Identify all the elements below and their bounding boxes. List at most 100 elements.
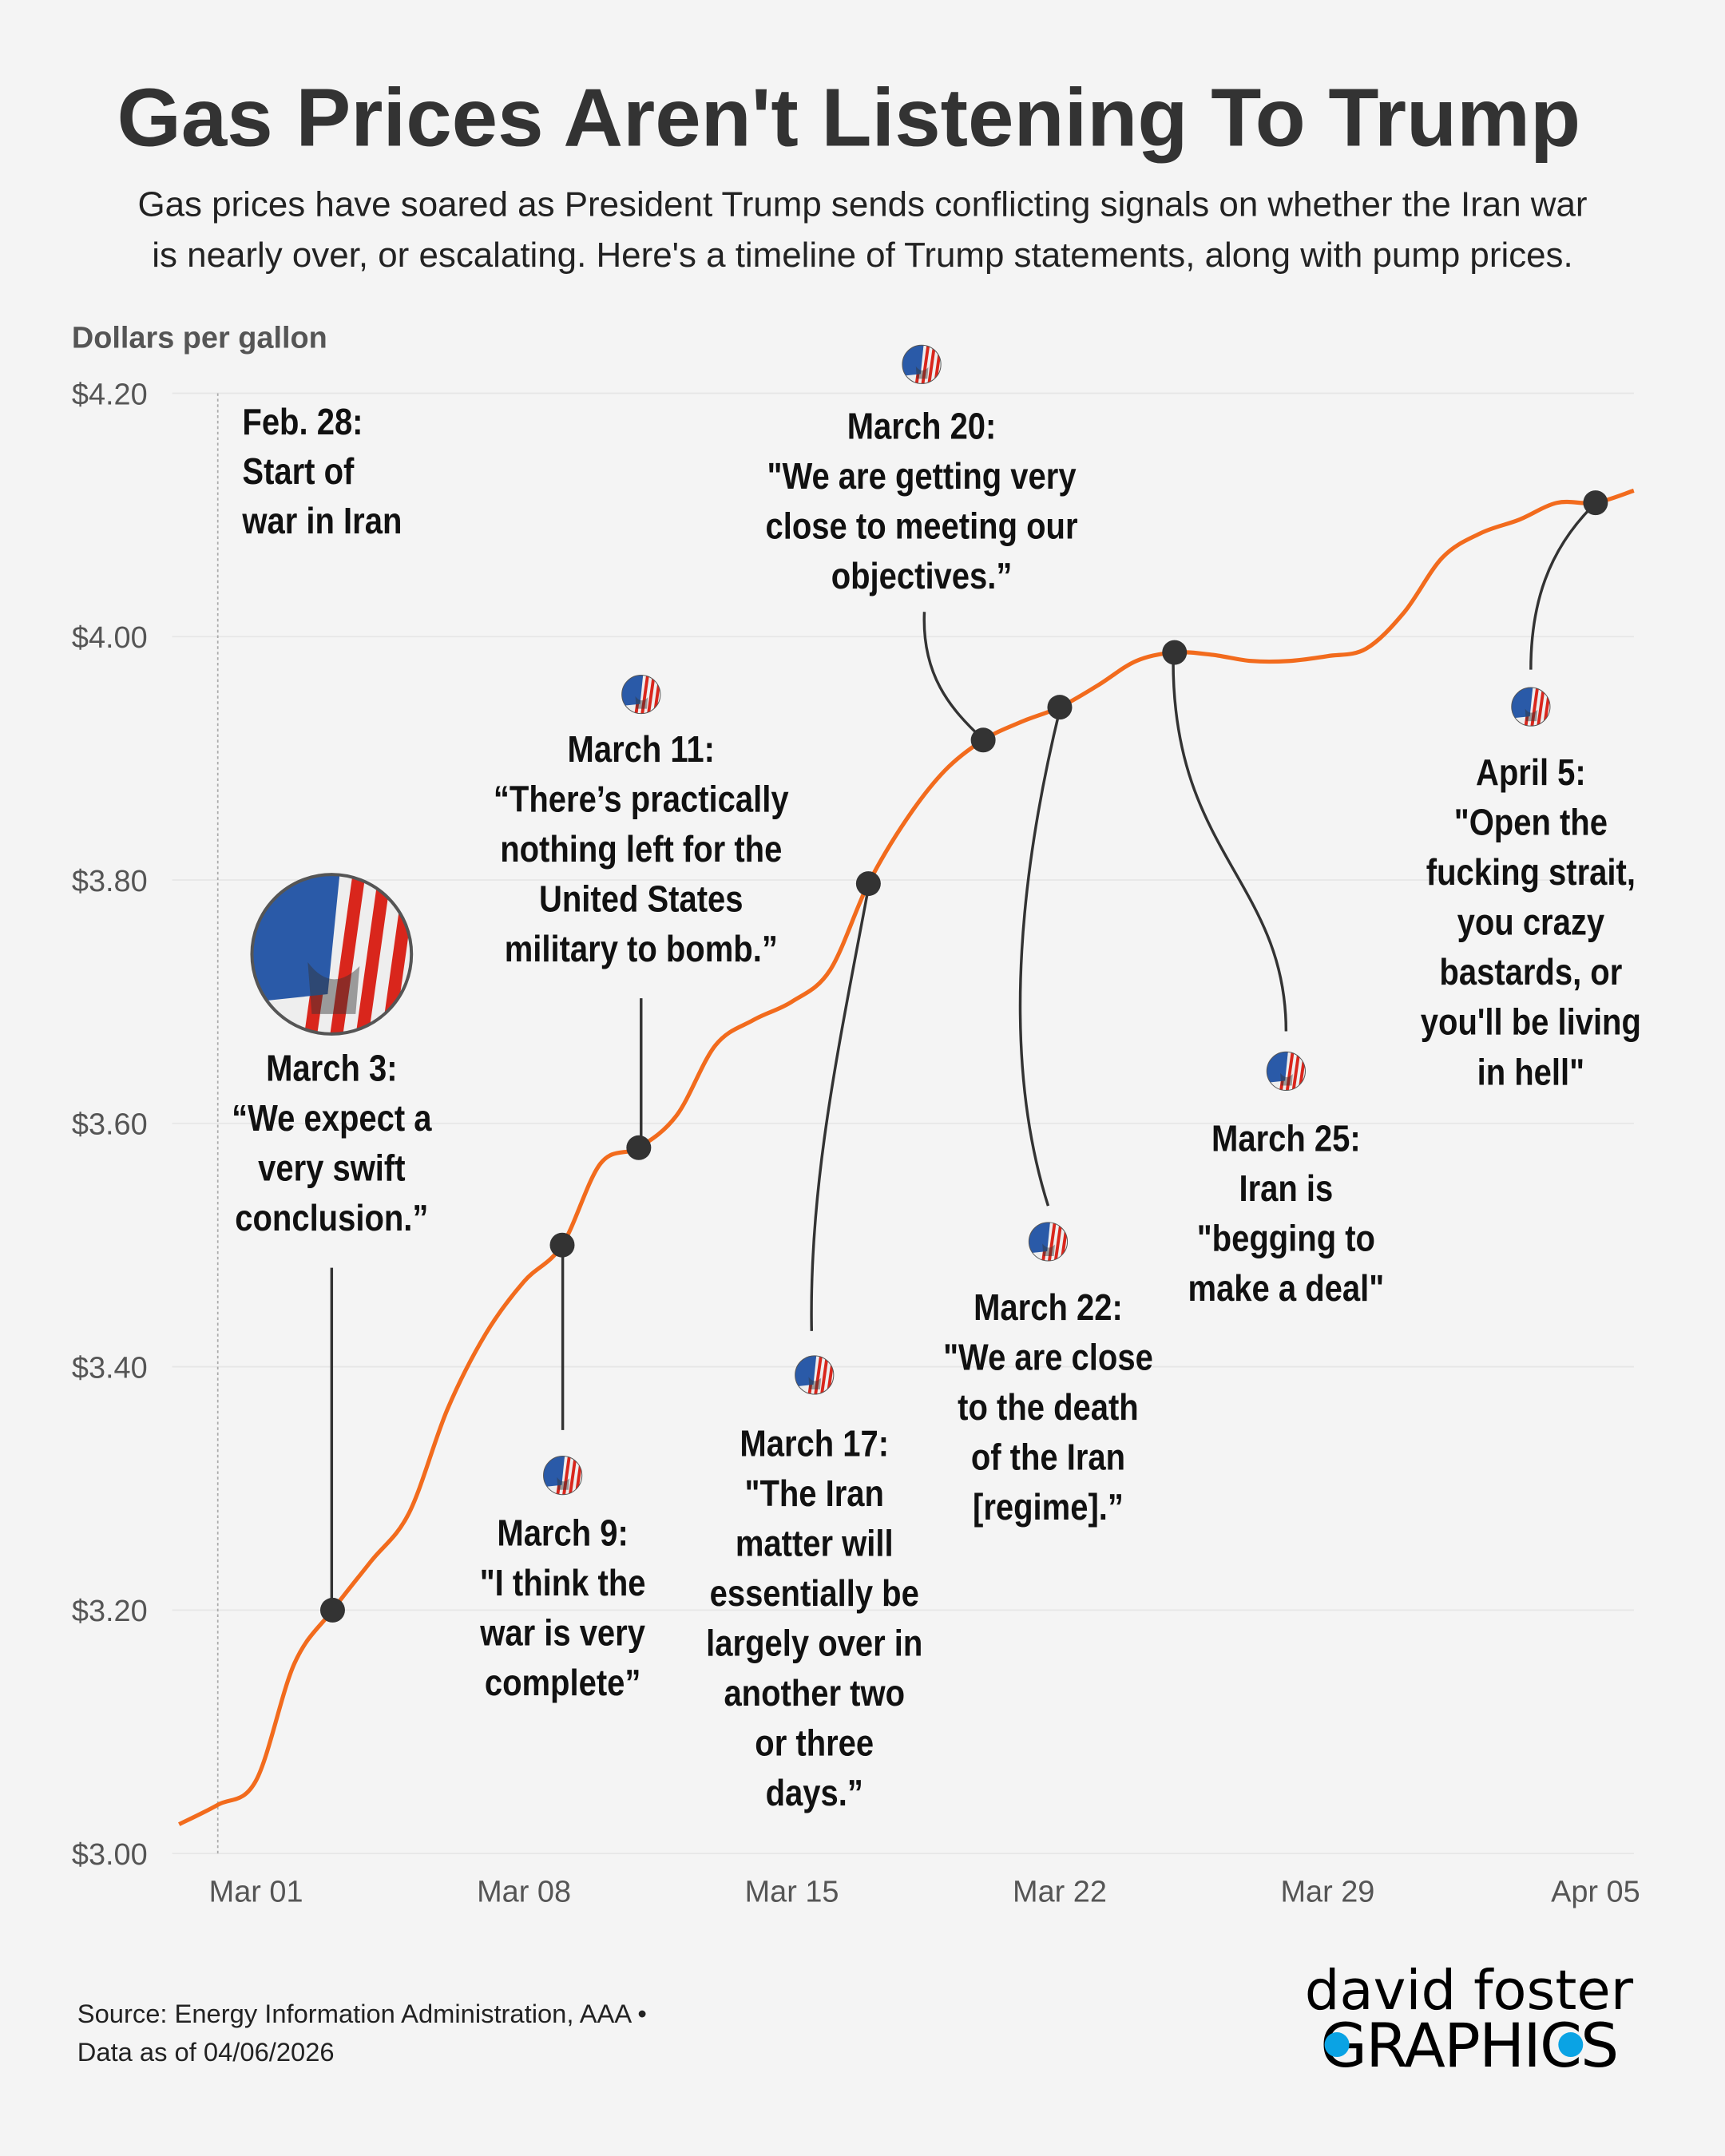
icon-flag — [1267, 1052, 1306, 1091]
flag-stripe — [921, 345, 930, 384]
annotation-quote-line: matter will — [736, 1524, 894, 1564]
x-axis: Mar 01 Mar 08 Mar 15 Mar 22 Mar 29 Apr 05 — [209, 1875, 1640, 1908]
logo-line-1: david foster — [1305, 1959, 1634, 2023]
reference-label-line: war in Iran — [241, 501, 402, 541]
icon-border — [543, 1456, 583, 1496]
annotation-quote-line: another two — [724, 1673, 905, 1714]
flag-stripe — [562, 1456, 571, 1495]
face-shadow — [635, 696, 648, 709]
annotation-quote-line: you'll be living — [1421, 1002, 1641, 1043]
source-line-2: Data as of 04/06/2026 — [77, 2037, 335, 2067]
annotation-connectors — [330, 501, 1596, 1611]
annotation-date: March 22: — [974, 1287, 1123, 1328]
flag-stripe — [640, 676, 649, 714]
annotation-march-22: March 22: "We are close to the death of the… — [943, 1222, 1153, 1528]
annotation-dot — [626, 1135, 652, 1160]
annotation-quote-line: military to bomb.” — [505, 929, 778, 969]
flag-stripe — [819, 1357, 829, 1395]
annotation-quote-line: complete” — [485, 1663, 641, 1703]
flag-stripe — [1537, 688, 1545, 727]
flag-blue — [795, 1355, 817, 1387]
flag-blue — [1511, 687, 1533, 719]
y-axis: $3.00 $3.20 $3.40 $3.60 $3.80 $4.00 $4.20 — [72, 378, 148, 1872]
annotation-quote-line: bastards, or — [1439, 953, 1622, 993]
annotation-quote-line: objectives.” — [831, 556, 1013, 596]
source-line-1: Source: Energy Information Administratio… — [77, 1999, 647, 2028]
flag-stripe — [927, 346, 936, 384]
y-tick-label: $4.00 — [72, 621, 148, 655]
annotation-quote-line: fucking strait, — [1426, 852, 1636, 893]
annotation-quote-line: very swift — [258, 1148, 405, 1189]
flag-blue — [252, 874, 340, 1002]
flag-stripe — [330, 876, 365, 1034]
face-shadow — [557, 1477, 570, 1490]
annotation-date: March 17: — [740, 1424, 889, 1464]
annotation-dots — [319, 490, 1608, 1623]
annotation-march-11: March 11: “There’s practically nothing lef… — [494, 674, 789, 970]
annotation-date: March 20: — [847, 406, 997, 447]
annotation-dot — [1162, 640, 1188, 665]
icon-border — [250, 873, 414, 1036]
annotation-dot — [1047, 695, 1073, 720]
face-shadow — [1280, 1072, 1293, 1086]
y-tick-label: $3.00 — [72, 1838, 148, 1872]
y-tick-label: $3.60 — [72, 1108, 148, 1142]
icon-flag — [795, 1355, 834, 1395]
annotation-dot — [319, 1597, 345, 1623]
icon-border — [1266, 1051, 1306, 1091]
annotation-date: April 5: — [1476, 752, 1586, 793]
icon-flag — [543, 1456, 582, 1495]
annotation-date: March 3: — [266, 1048, 397, 1089]
flag-stripe — [568, 1457, 577, 1495]
annotation-connector — [1018, 706, 1062, 1207]
x-tick-label: Apr 05 — [1551, 1875, 1640, 1908]
face-shadow — [1042, 1243, 1055, 1256]
flag-blue — [543, 1456, 565, 1488]
annotation-quote-line: "We are getting very — [767, 456, 1076, 497]
annotation-dot — [970, 727, 996, 753]
x-tick-label: Mar 01 — [209, 1875, 303, 1908]
icon-border — [1511, 687, 1551, 727]
annotations: March 3: “We expect a very swift conclusion… — [232, 344, 1641, 1814]
annotation-quote-line: "I think the — [480, 1563, 646, 1603]
flag-blue — [621, 675, 644, 707]
flag-blue — [1029, 1222, 1050, 1254]
icon-border — [621, 674, 661, 715]
trump-flag-face-icon — [621, 674, 661, 715]
annotation-date: March 11: — [568, 729, 715, 770]
annotation-quote-line: in hell" — [1477, 1052, 1584, 1093]
annotation-march-25: March 25: Iran is "begging to make a deal" — [1188, 1051, 1385, 1310]
trump-flag-face-icon — [543, 1456, 583, 1496]
x-tick-label: Mar 08 — [477, 1875, 571, 1908]
reference-label-line: Feb. 28: — [242, 402, 363, 442]
annotation-quote-line: "begging to — [1197, 1219, 1375, 1259]
subtitle-line-2: is nearly over, or escalating. Here's a … — [152, 236, 1572, 275]
annotation-quote-line: nothing left for the — [500, 829, 782, 870]
flag-stripe — [355, 880, 391, 1034]
annotation-connector — [922, 612, 985, 741]
annotation-quote-line: United States — [539, 879, 743, 920]
x-tick-label: Mar 29 — [1280, 1875, 1374, 1908]
annotation-dot — [1583, 490, 1608, 516]
logo: david foster GRAPHICS — [1305, 1959, 1634, 2081]
flag-stripe — [814, 1356, 823, 1395]
flag-stripe — [1053, 1223, 1063, 1262]
annotation-quote-line: [regime].” — [973, 1487, 1124, 1528]
annotation-date: March 25: — [1211, 1119, 1361, 1159]
page-title: Gas Prices Aren't Listening To Trump — [117, 71, 1580, 164]
flag-stripe — [1291, 1052, 1301, 1091]
annotation-quote-line: to the death — [958, 1387, 1139, 1428]
gridlines — [172, 392, 1635, 1855]
y-tick-label: $3.40 — [72, 1351, 148, 1385]
annotation-april-5: April 5: "Open the fucking strait, you craz… — [1421, 687, 1641, 1093]
subtitle-line-1: Gas prices have soared as President Trum… — [137, 184, 1587, 224]
flag-stripe — [1047, 1223, 1057, 1262]
annotation-quote-line: make a deal" — [1188, 1268, 1385, 1309]
annotation-quote-line: “There’s practically — [494, 779, 789, 820]
annotation-march-20: March 20: "We are getting very close to me… — [766, 344, 1078, 597]
annotation-dot — [549, 1232, 575, 1258]
face-shadow — [915, 366, 929, 379]
annotation-dot — [855, 871, 881, 897]
trump-flag-face-icon — [902, 344, 942, 384]
